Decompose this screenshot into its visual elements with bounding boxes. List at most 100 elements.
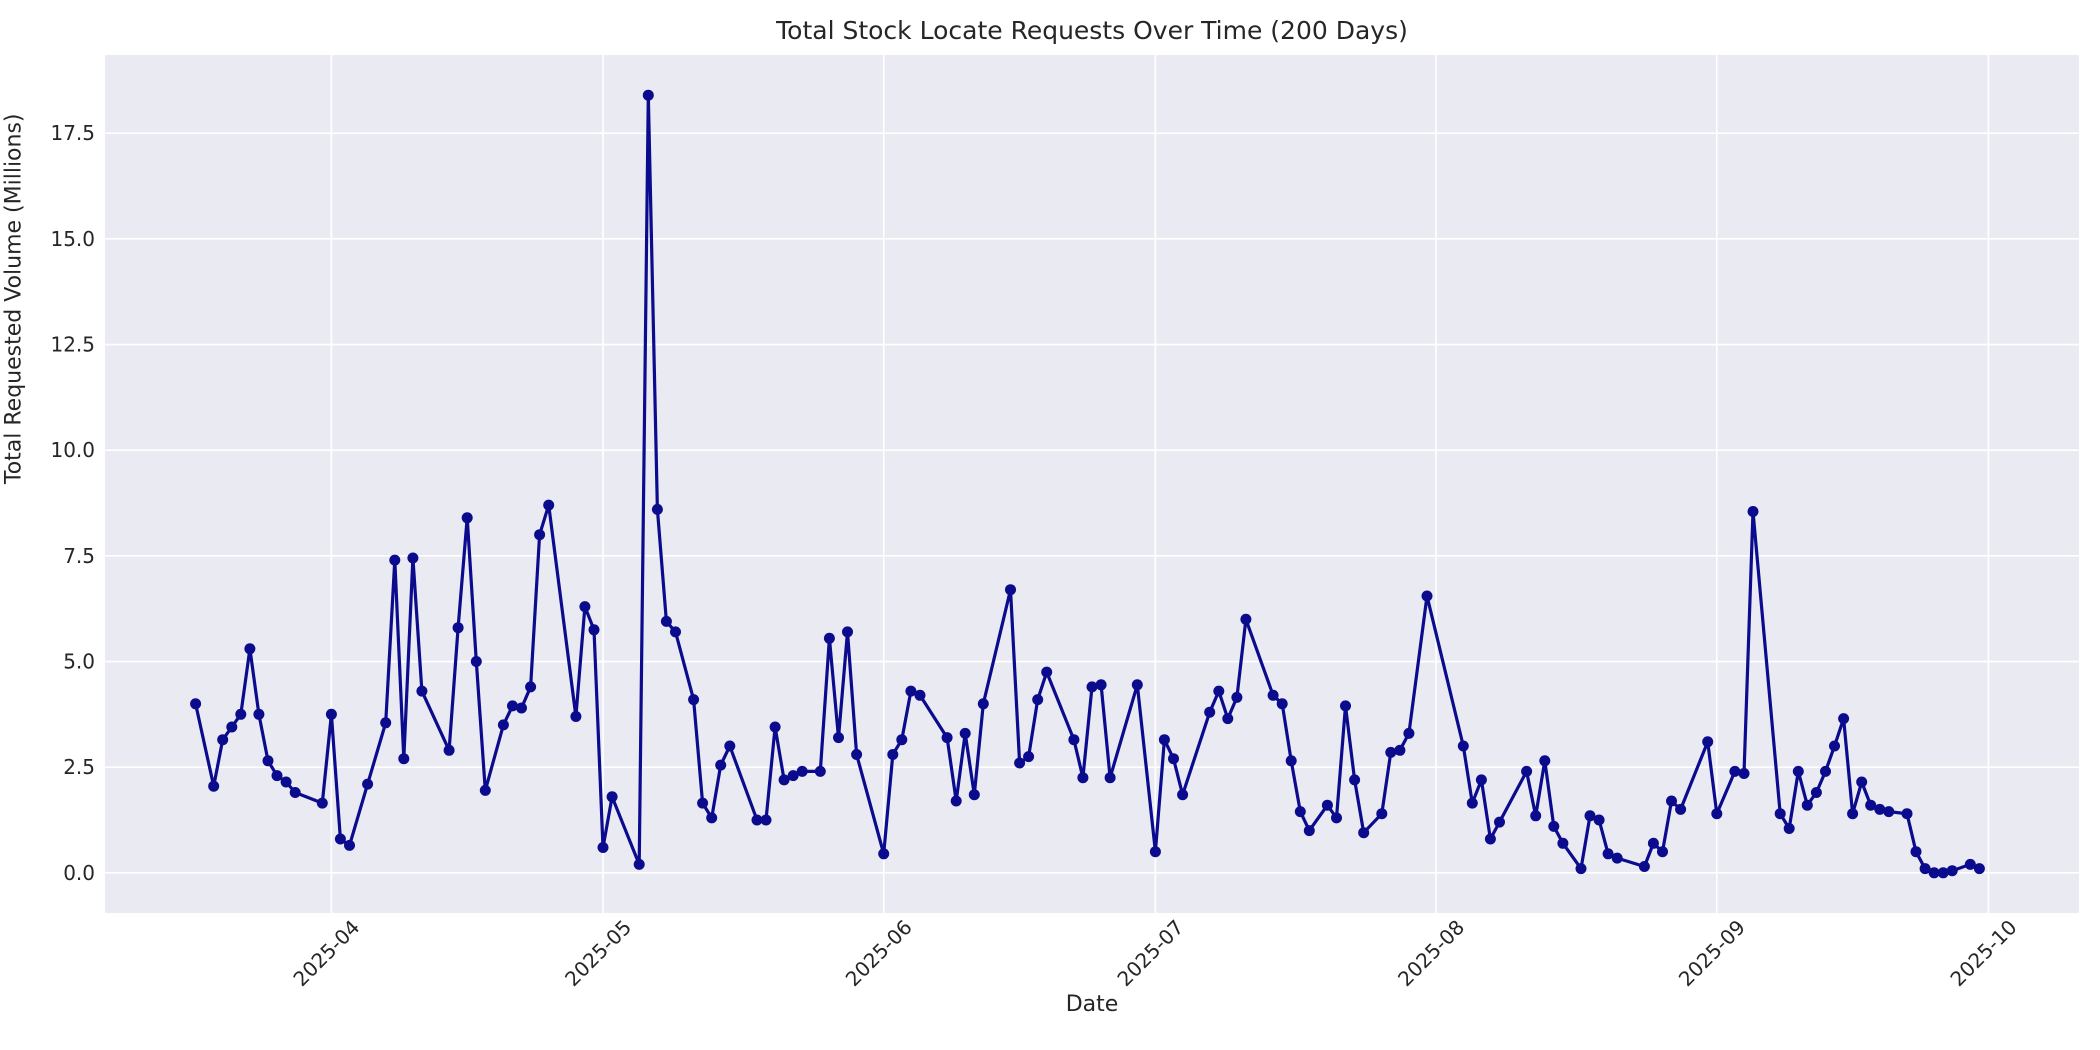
data-point	[688, 694, 700, 706]
data-point	[334, 833, 346, 845]
data-point	[1394, 744, 1406, 756]
data-point	[1711, 808, 1723, 820]
data-point	[1385, 746, 1397, 758]
data-point	[842, 626, 853, 638]
data-point	[1231, 691, 1243, 703]
data-point	[660, 615, 672, 627]
data-point	[525, 681, 537, 693]
data-point	[977, 698, 989, 710]
data-point	[461, 512, 473, 524]
data-point	[190, 698, 202, 710]
data-point	[851, 749, 863, 760]
data-point	[1557, 837, 1569, 849]
data-point	[1077, 772, 1089, 784]
data-point	[1240, 613, 1252, 625]
data-point	[1738, 768, 1750, 779]
data-point	[389, 554, 401, 566]
data-point	[1747, 506, 1759, 517]
data-point	[253, 708, 265, 720]
data-point	[1856, 776, 1868, 788]
data-point	[1575, 863, 1587, 875]
data-point	[1883, 806, 1895, 818]
data-point	[1358, 827, 1370, 839]
data-point	[1847, 808, 1859, 820]
data-point	[1638, 861, 1650, 872]
data-point	[706, 812, 718, 824]
data-point	[1729, 765, 1741, 777]
data-point	[1675, 803, 1687, 815]
data-point	[534, 529, 546, 541]
data-point	[1331, 812, 1342, 824]
data-point	[1666, 795, 1677, 807]
data-point	[1421, 590, 1433, 602]
data-point	[1023, 751, 1035, 763]
data-point	[235, 708, 247, 720]
data-point	[1104, 772, 1116, 784]
data-point	[715, 759, 727, 771]
data-point	[344, 839, 355, 851]
y-tick-label: 5.0	[63, 650, 95, 674]
data-point	[1494, 816, 1505, 828]
data-point	[271, 770, 283, 782]
data-point	[1068, 734, 1080, 746]
data-point	[1168, 753, 1179, 765]
data-point	[1285, 755, 1297, 767]
data-point	[887, 749, 899, 760]
y-tick-label: 0.0	[63, 861, 95, 885]
data-point	[280, 776, 292, 788]
data-point	[1213, 685, 1225, 697]
data-point	[1593, 814, 1605, 826]
data-point	[1131, 679, 1143, 691]
data-point	[1838, 713, 1850, 725]
data-point	[316, 797, 328, 809]
data-point	[1041, 666, 1053, 678]
data-point	[1702, 736, 1714, 748]
data-point	[1611, 852, 1623, 864]
data-point	[633, 858, 645, 870]
data-point	[760, 814, 772, 826]
y-tick-label: 15.0	[50, 227, 95, 251]
data-point	[1973, 863, 1985, 875]
series-total-stock-locate-requests	[190, 89, 1985, 879]
data-point	[1657, 846, 1668, 858]
x-tick-label: 2025-07	[1112, 915, 1188, 991]
data-point	[833, 732, 844, 744]
x-tick-label: 2025-04	[288, 915, 364, 991]
data-point	[1340, 700, 1351, 712]
data-point	[606, 791, 618, 803]
data-point	[1149, 846, 1161, 858]
data-point	[1403, 727, 1415, 739]
data-point	[1810, 787, 1822, 798]
data-point	[208, 780, 220, 792]
data-point	[959, 727, 971, 739]
x-tick-label: 2025-08	[1393, 915, 1469, 991]
data-point	[1874, 803, 1886, 815]
data-point	[941, 732, 953, 744]
data-point	[1475, 774, 1487, 786]
data-point	[778, 774, 790, 786]
y-tick-label: 10.0	[50, 438, 95, 462]
data-point	[1548, 820, 1560, 832]
data-point	[1783, 823, 1795, 834]
y-tick-label: 7.5	[63, 544, 95, 568]
data-point	[470, 656, 482, 667]
data-point	[597, 842, 609, 853]
data-point	[1901, 808, 1913, 820]
data-point	[769, 721, 781, 733]
data-point	[1865, 799, 1877, 811]
data-point	[751, 814, 763, 826]
data-point	[443, 744, 455, 756]
data-point	[543, 499, 555, 511]
y-tick-label: 12.5	[50, 333, 95, 357]
x-tick-label: 2025-05	[560, 915, 636, 991]
data-point	[452, 622, 464, 634]
data-point	[289, 787, 301, 798]
data-point	[1919, 863, 1931, 875]
data-point	[479, 784, 491, 796]
data-point	[1294, 806, 1306, 818]
data-point	[1321, 799, 1333, 811]
chart-title: Total Stock Locate Requests Over Time (2…	[776, 16, 1408, 45]
plot-background	[105, 55, 2079, 913]
data-point	[1466, 797, 1478, 809]
